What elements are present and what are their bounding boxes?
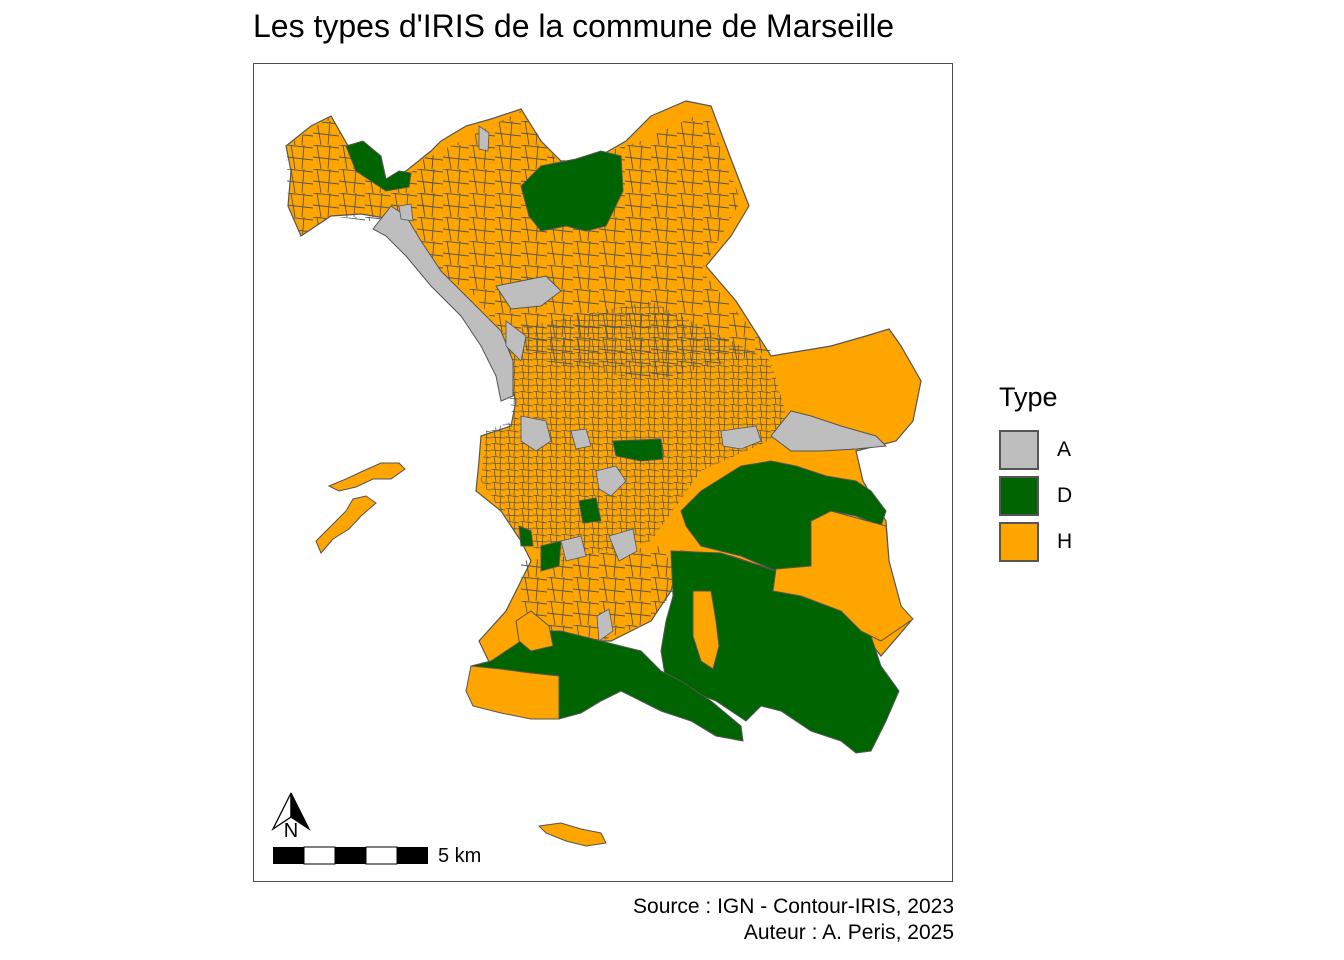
- legend-key-a: [999, 430, 1039, 470]
- zone-a-center-1: [495, 275, 562, 310]
- zone-h-south-west: [465, 665, 560, 720]
- zone-d-center-small-2: [578, 497, 602, 524]
- zone-h-east-block: [772, 510, 914, 642]
- zone-a-port: [372, 205, 514, 402]
- scale-segment-2: [303, 846, 336, 865]
- legend-item-d: D: [999, 473, 1072, 519]
- map-frame: N: [253, 63, 953, 882]
- north-arrow: N: [271, 792, 311, 842]
- legend-item-a: A: [999, 427, 1072, 473]
- legend-label-h: H: [1057, 530, 1073, 553]
- legend: Type A D H: [999, 382, 1072, 565]
- zone-d-coast-west: [518, 525, 534, 547]
- legend-key-h: [999, 522, 1039, 562]
- zone-d-north: [520, 150, 624, 232]
- scale-bar: [273, 846, 428, 865]
- iris-boundaries-north: [411, 111, 771, 381]
- zone-a-north-1: [478, 125, 490, 152]
- scale-segment-1: [273, 847, 304, 864]
- zone-h-south-coast: [515, 610, 554, 652]
- zone-a-north-2: [398, 203, 414, 222]
- legend-key-d: [999, 476, 1039, 516]
- map-title: Les types d'IRIS de la commune de Marsei…: [253, 8, 895, 44]
- scale-segment-5: [397, 847, 428, 864]
- zone-d-north-west: [345, 140, 412, 192]
- credits: Source : IGN - Contour-IRIS, 2023 Auteur…: [633, 894, 954, 946]
- scale-segment-3: [335, 847, 366, 864]
- zone-h-pocket: [692, 590, 720, 670]
- island-riou: [537, 822, 607, 847]
- zone-a-east-1: [720, 425, 762, 450]
- map-canvas: N: [271, 100, 922, 865]
- island-frioul-north: [327, 462, 406, 492]
- zone-a-center-2: [505, 320, 527, 362]
- zone-d-coast-2: [540, 540, 562, 572]
- legend-label-d: D: [1057, 484, 1073, 507]
- zone-a-center-3: [520, 415, 552, 452]
- zone-a-south-3: [596, 608, 614, 642]
- zone-a-south-1: [560, 535, 587, 562]
- scale-segment-4: [365, 846, 398, 865]
- iris-boundaries-south: [521, 546, 681, 641]
- iris-boundaries-center: [481, 301, 791, 561]
- zone-a-center-5: [570, 428, 592, 450]
- scale-bar-label: 5 km: [438, 845, 482, 867]
- zone-d-center-small: [612, 438, 664, 462]
- zone-a-south-2: [608, 528, 638, 562]
- legend-label-a: A: [1057, 438, 1072, 461]
- legend-item-h: H: [999, 519, 1072, 565]
- north-arrow-label: N: [284, 820, 298, 842]
- north-arrow-right: [290, 792, 311, 831]
- zone-a-center-4: [595, 465, 627, 497]
- author-text: Auteur : A. Peris, 2025: [743, 921, 954, 944]
- source-text: Source : IGN - Contour-IRIS, 2023: [633, 895, 954, 918]
- island-frioul-south: [315, 495, 377, 554]
- legend-title: Type: [999, 382, 1058, 412]
- zone-a-east-2: [770, 410, 888, 452]
